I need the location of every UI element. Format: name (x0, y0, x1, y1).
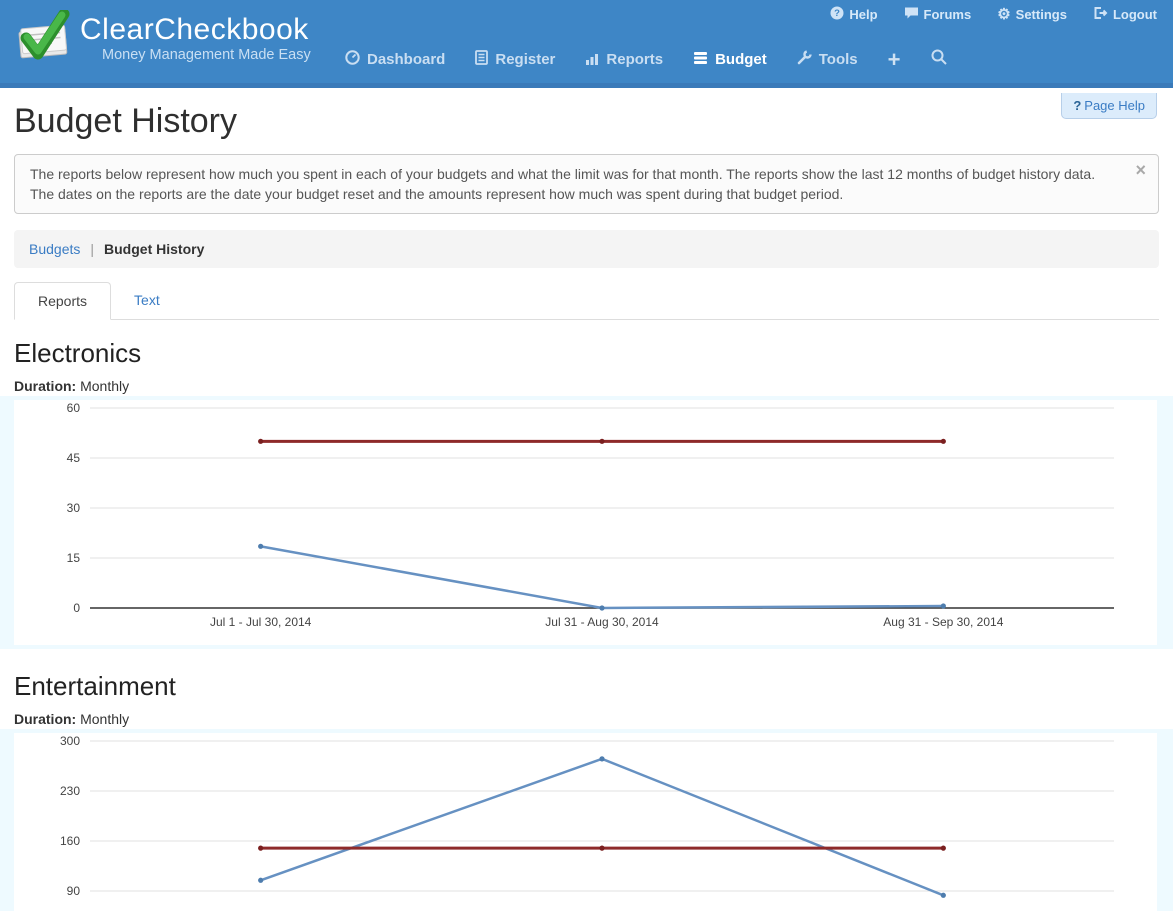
electronics-line-chart[interactable]: 60 45 30 15 0 Jul 1 - Jul 30, 2014 Jul 31 - Au… (14, 400, 1157, 645)
utility-bar: ? Help Forums ⚙ Settings Logout (830, 6, 1157, 23)
main-nav: Dashboard Register Reports Budget Tools (345, 49, 947, 70)
nav-dashboard-label: Dashboard (367, 51, 445, 68)
nav-budget-label: Budget (715, 51, 767, 68)
nav-register[interactable]: Register (475, 50, 555, 69)
svg-text:0: 0 (73, 601, 80, 615)
svg-text:15: 15 (67, 551, 81, 565)
chart-container: 300 230 160 90 (0, 729, 1173, 911)
svg-text:230: 230 (60, 784, 80, 798)
nav-reports[interactable]: Reports (585, 51, 663, 69)
logout-label: Logout (1113, 7, 1157, 22)
tools-icon (797, 50, 812, 69)
settings-icon: ⚙ (997, 8, 1010, 21)
help-icon: ? (830, 6, 844, 23)
svg-text:Aug 31 - Sep 30, 2014: Aug 31 - Sep 30, 2014 (883, 615, 1003, 629)
tab-bar: Reports Text (14, 282, 1159, 320)
duration-value: Monthly (80, 711, 129, 727)
page-title: Budget History (14, 102, 1159, 141)
nav-register-label: Register (495, 51, 555, 68)
brand-name: ClearCheckbook (80, 14, 311, 46)
breadcrumb-budgets-link[interactable]: Budgets (29, 241, 80, 257)
svg-text:Jul 31 - Aug 30, 2014: Jul 31 - Aug 30, 2014 (545, 615, 659, 629)
search-icon (931, 52, 947, 69)
close-icon[interactable]: × (1135, 162, 1146, 178)
budget-section-electronics: Electronics Duration: Monthly 60 45 30 15 0 J… (14, 338, 1159, 649)
settings-link[interactable]: ⚙ Settings (997, 6, 1067, 23)
clearcheckbook-logo-icon (14, 10, 72, 66)
section-title: Entertainment (14, 671, 1159, 702)
duration-line: Duration: Monthly (14, 378, 1159, 394)
settings-label: Settings (1016, 7, 1067, 22)
budget-icon (693, 51, 708, 69)
logout-link[interactable]: Logout (1093, 6, 1157, 23)
register-icon (475, 50, 488, 69)
duration-value: Monthly (80, 378, 129, 394)
breadcrumb-separator: | (90, 241, 94, 257)
forums-link[interactable]: Forums (904, 6, 972, 23)
nav-dashboard[interactable]: Dashboard (345, 50, 445, 69)
brand-tagline: Money Management Made Easy (80, 47, 311, 63)
nav-reports-label: Reports (606, 51, 663, 68)
page-content: Budget History The reports below represe… (0, 102, 1173, 911)
nav-tools-label: Tools (819, 51, 858, 68)
svg-text:300: 300 (60, 734, 80, 748)
nav-tools[interactable]: Tools (797, 50, 858, 69)
svg-text:90: 90 (67, 884, 81, 898)
duration-label: Duration: (14, 378, 76, 394)
svg-text:60: 60 (67, 401, 81, 415)
forums-label: Forums (924, 7, 972, 22)
forums-icon (904, 6, 919, 23)
svg-text:160: 160 (60, 834, 80, 848)
entertainment-line-chart[interactable]: 300 230 160 90 (14, 733, 1157, 911)
info-box: The reports below represent how much you… (14, 154, 1159, 214)
svg-text:45: 45 (67, 451, 81, 465)
help-link[interactable]: ? Help (830, 6, 877, 23)
nav-budget[interactable]: Budget (693, 51, 767, 69)
brand-logo[interactable]: ClearCheckbook Money Management Made Eas… (14, 10, 311, 66)
svg-text:?: ? (834, 8, 840, 19)
breadcrumb: Budgets | Budget History (14, 230, 1159, 268)
search-button[interactable] (931, 49, 947, 70)
svg-text:Jul 1 - Jul 30, 2014: Jul 1 - Jul 30, 2014 (210, 615, 312, 629)
info-text: The reports below represent how much you… (30, 166, 1095, 202)
svg-text:30: 30 (67, 501, 81, 515)
duration-label: Duration: (14, 711, 76, 727)
add-button[interactable]: + (888, 50, 901, 70)
help-label: Help (849, 7, 877, 22)
tab-reports[interactable]: Reports (14, 282, 111, 320)
logout-icon (1093, 6, 1108, 23)
dashboard-icon (345, 50, 360, 69)
reports-icon (585, 51, 599, 69)
section-title: Electronics (14, 338, 1159, 369)
app-header: ? Help Forums ⚙ Settings Logout (0, 0, 1173, 88)
chart-container: 60 45 30 15 0 Jul 1 - Jul 30, 2014 Jul 31 - Au… (0, 396, 1173, 649)
tab-text[interactable]: Text (111, 282, 183, 320)
breadcrumb-current: Budget History (104, 241, 204, 257)
duration-line: Duration: Monthly (14, 711, 1159, 727)
budget-section-entertainment: Entertainment Duration: Monthly 300 230 16… (14, 671, 1159, 911)
